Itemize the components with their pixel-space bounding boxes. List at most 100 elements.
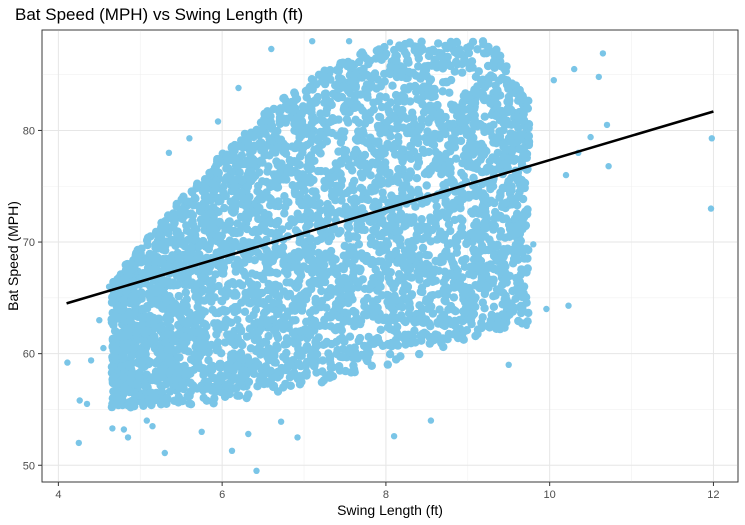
data-point (132, 327, 141, 336)
data-point (297, 306, 307, 315)
data-point (305, 345, 314, 354)
data-point (459, 327, 468, 336)
data-point (407, 273, 416, 282)
data-point (439, 310, 449, 319)
data-point (505, 222, 515, 231)
data-point (295, 276, 304, 285)
x-tick-label: 12 (707, 489, 719, 501)
data-point (416, 225, 425, 235)
data-point (511, 229, 521, 238)
y-tick-label: 70 (23, 237, 35, 249)
data-point (345, 38, 353, 45)
data-point (487, 196, 496, 205)
data-point (309, 359, 318, 369)
data-point (272, 170, 281, 179)
data-point (384, 273, 393, 283)
data-point (303, 207, 312, 217)
data-point (261, 338, 271, 347)
data-point (447, 175, 456, 184)
data-point (112, 302, 122, 311)
data-point (413, 162, 422, 171)
data-point (246, 286, 255, 296)
data-point (375, 54, 384, 63)
data-point (145, 249, 154, 259)
data-point (233, 174, 243, 183)
data-point (406, 339, 416, 348)
data-point (179, 317, 188, 327)
data-point (233, 315, 242, 325)
data-point (512, 222, 521, 231)
data-point (477, 139, 486, 149)
data-point (488, 132, 497, 141)
data-point (214, 118, 222, 125)
data-point (294, 359, 303, 368)
data-point (262, 368, 271, 377)
data-point (430, 92, 439, 101)
data-point (309, 38, 316, 45)
data-point (447, 143, 457, 152)
data-point (317, 273, 326, 282)
data-point (325, 352, 335, 361)
data-point (452, 330, 461, 339)
data-point (294, 434, 301, 441)
data-point (392, 234, 401, 243)
data-point (342, 115, 352, 124)
data-point (457, 112, 467, 122)
data-point (269, 281, 279, 290)
data-point (235, 377, 245, 387)
data-point (450, 283, 459, 292)
data-point (137, 320, 146, 329)
data-point (382, 266, 391, 275)
data-point (468, 191, 478, 200)
data-point (76, 397, 83, 404)
data-point (257, 298, 266, 308)
data-point (411, 202, 420, 211)
data-point (364, 285, 374, 294)
data-point (368, 72, 377, 82)
data-point (162, 393, 171, 403)
data-point (312, 97, 321, 106)
data-point (262, 235, 271, 245)
data-point (487, 310, 496, 319)
data-point (523, 254, 532, 263)
data-point (505, 96, 514, 105)
data-point (467, 228, 476, 238)
data-point (228, 447, 236, 454)
data-point (143, 417, 150, 424)
data-point (124, 316, 133, 325)
data-point (282, 114, 291, 124)
data-point (447, 203, 457, 212)
data-point (487, 164, 496, 174)
data-point (279, 383, 288, 392)
data-point (367, 187, 376, 196)
data-point (254, 327, 264, 336)
data-point (452, 243, 462, 252)
data-point (190, 193, 200, 203)
data-point (186, 387, 196, 396)
data-point (449, 101, 458, 110)
data-point (268, 45, 275, 53)
data-point (407, 291, 416, 300)
data-point (361, 112, 370, 122)
data-point (151, 243, 160, 252)
data-point (235, 322, 244, 332)
data-point (418, 83, 427, 93)
data-point (230, 338, 239, 348)
data-point (481, 146, 490, 155)
data-point (283, 363, 292, 372)
data-point (130, 402, 139, 411)
data-point (205, 287, 215, 296)
data-point (449, 293, 459, 302)
data-point (394, 270, 404, 279)
data-point (295, 190, 305, 200)
data-point (392, 104, 401, 113)
data-point (228, 145, 237, 154)
data-point (352, 232, 362, 242)
data-point (212, 330, 221, 339)
scatter-points (64, 37, 715, 474)
data-point (456, 204, 465, 213)
data-point (111, 387, 121, 397)
data-point (288, 316, 297, 325)
data-point (462, 130, 472, 139)
data-point (133, 380, 142, 389)
